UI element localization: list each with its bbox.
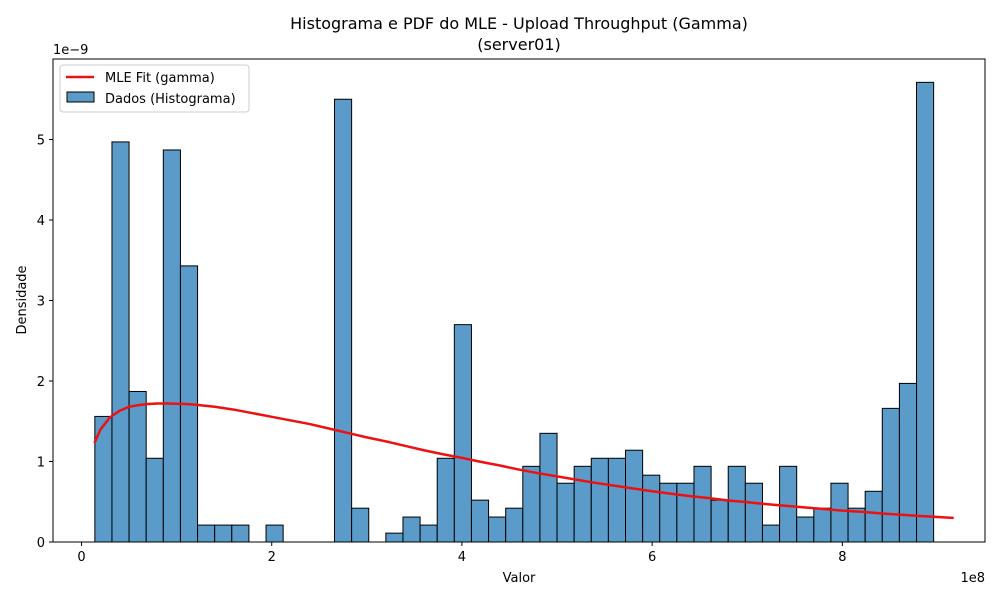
y-offset-label: 1e−9 [53,43,88,58]
histogram-bar [676,482,695,543]
histogram-bar [813,507,832,543]
histogram-bar [881,407,900,543]
histogram-bar [916,81,935,543]
histogram-bar [590,457,609,543]
histogram-bar [505,507,524,543]
histogram-bar [830,482,849,543]
y-tick-label: 1 [37,456,45,471]
histogram-bar [162,149,181,543]
histogram-bar [145,457,164,543]
histogram-bars [94,81,935,543]
histogram-bar [727,465,746,543]
y-tick-label: 3 [37,295,45,310]
histogram-bar [265,524,284,543]
x-axis-label: Valor [503,571,536,586]
mle-fit-line [93,402,954,520]
chart-title-line2: (server01) [477,35,561,54]
histogram-bar [779,465,798,543]
x-tick-label: 2 [268,550,276,565]
histogram-bar [847,507,866,543]
histogram-bar [197,524,216,543]
fit-line-group [93,402,954,520]
histogram-bar [402,516,421,543]
chart-title-line1: Histograma e PDF do MLE - Upload Through… [290,14,748,33]
y-axis-label: Densidade [15,265,30,334]
histogram-bar [898,382,918,543]
y-axis-ticks: 0 1 2 3 4 5 [37,134,53,551]
y-tick-label: 5 [37,134,45,149]
x-tick-label: 6 [648,550,656,565]
x-tick-label: 0 [77,550,85,565]
histogram-bar [693,465,712,543]
y-tick-label: 2 [37,375,45,390]
legend-fit-label: MLE Fit (gamma) [105,71,215,86]
histogram-bar [539,432,558,543]
histogram-bar [625,449,644,543]
histogram-bar [573,465,592,543]
legend-box [59,64,250,113]
histogram-bar [385,532,404,543]
x-tick-label: 4 [458,550,466,565]
histogram-bar [488,516,507,543]
legend-histogram-swatch [66,91,95,103]
histogram-bar [796,516,815,543]
histogram-bar [744,482,763,543]
histogram-bar [111,141,130,543]
histogram-bar [214,524,233,543]
x-tick-label: 8 [838,550,846,565]
histogram-bar [642,474,661,543]
histogram-bar [128,390,147,543]
y-tick-label: 4 [37,214,45,229]
histogram-bar [436,457,455,543]
y-tick-label: 0 [37,536,45,551]
histogram-bar [710,499,729,543]
legend: MLE Fit (gamma) Dados (Histograma) [59,64,250,113]
histogram-bar [453,324,472,543]
histogram-bar [556,482,575,543]
histogram-bar [522,465,541,543]
x-offset-label: 1e8 [960,571,985,586]
histogram-bar [334,98,353,543]
x-axis-ticks: 0 2 4 6 8 [77,542,846,565]
histogram-bar [761,524,781,543]
histogram-bar [351,507,370,543]
histogram-bar [607,457,627,543]
histogram-bar [470,499,490,543]
legend-histogram-label: Dados (Histograma) [105,92,236,107]
histogram-bar [864,490,883,543]
histogram-bar [419,524,438,543]
histogram-bar [231,524,250,543]
